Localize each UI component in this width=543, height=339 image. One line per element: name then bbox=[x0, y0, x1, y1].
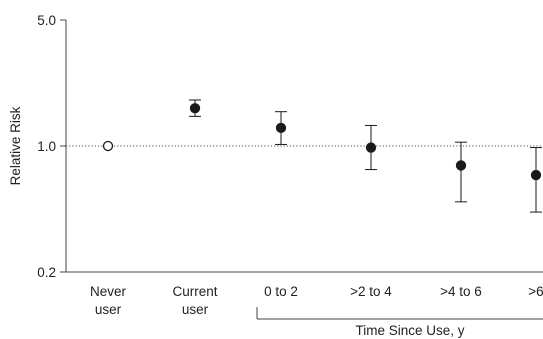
x-category-label: Current bbox=[172, 284, 217, 299]
x-category-label: >4 to 6 bbox=[440, 284, 482, 299]
axes: 0.2 1.0 5.0 bbox=[37, 13, 543, 280]
point-marker bbox=[455, 160, 467, 171]
x-category-label: >6 bbox=[528, 284, 543, 299]
x-category-label: 0 to 2 bbox=[264, 284, 298, 299]
point-marker bbox=[275, 122, 287, 134]
y-tick-label: 5.0 bbox=[37, 13, 56, 28]
x-category-label: user bbox=[95, 302, 122, 317]
data-points bbox=[102, 99, 542, 213]
point-marker bbox=[530, 169, 542, 181]
y-tick-label: 1.0 bbox=[37, 139, 56, 154]
y-axis-label: Relative Risk bbox=[8, 106, 23, 185]
point-marker-open bbox=[102, 140, 114, 152]
time-since-use-bracket: Time Since Use, y bbox=[256, 307, 543, 338]
point-marker bbox=[365, 142, 377, 153]
x-category-label: Never bbox=[90, 284, 127, 299]
point-marker bbox=[189, 103, 201, 114]
bracket-label: Time Since Use, y bbox=[355, 323, 464, 338]
x-category-label: user bbox=[182, 302, 209, 317]
category-labels: Never user Current user 0 to 2 >2 to 4 >4 to 6… bbox=[90, 284, 543, 317]
x-category-label: >2 to 4 bbox=[350, 284, 392, 299]
y-tick-label: 0.2 bbox=[37, 265, 56, 280]
